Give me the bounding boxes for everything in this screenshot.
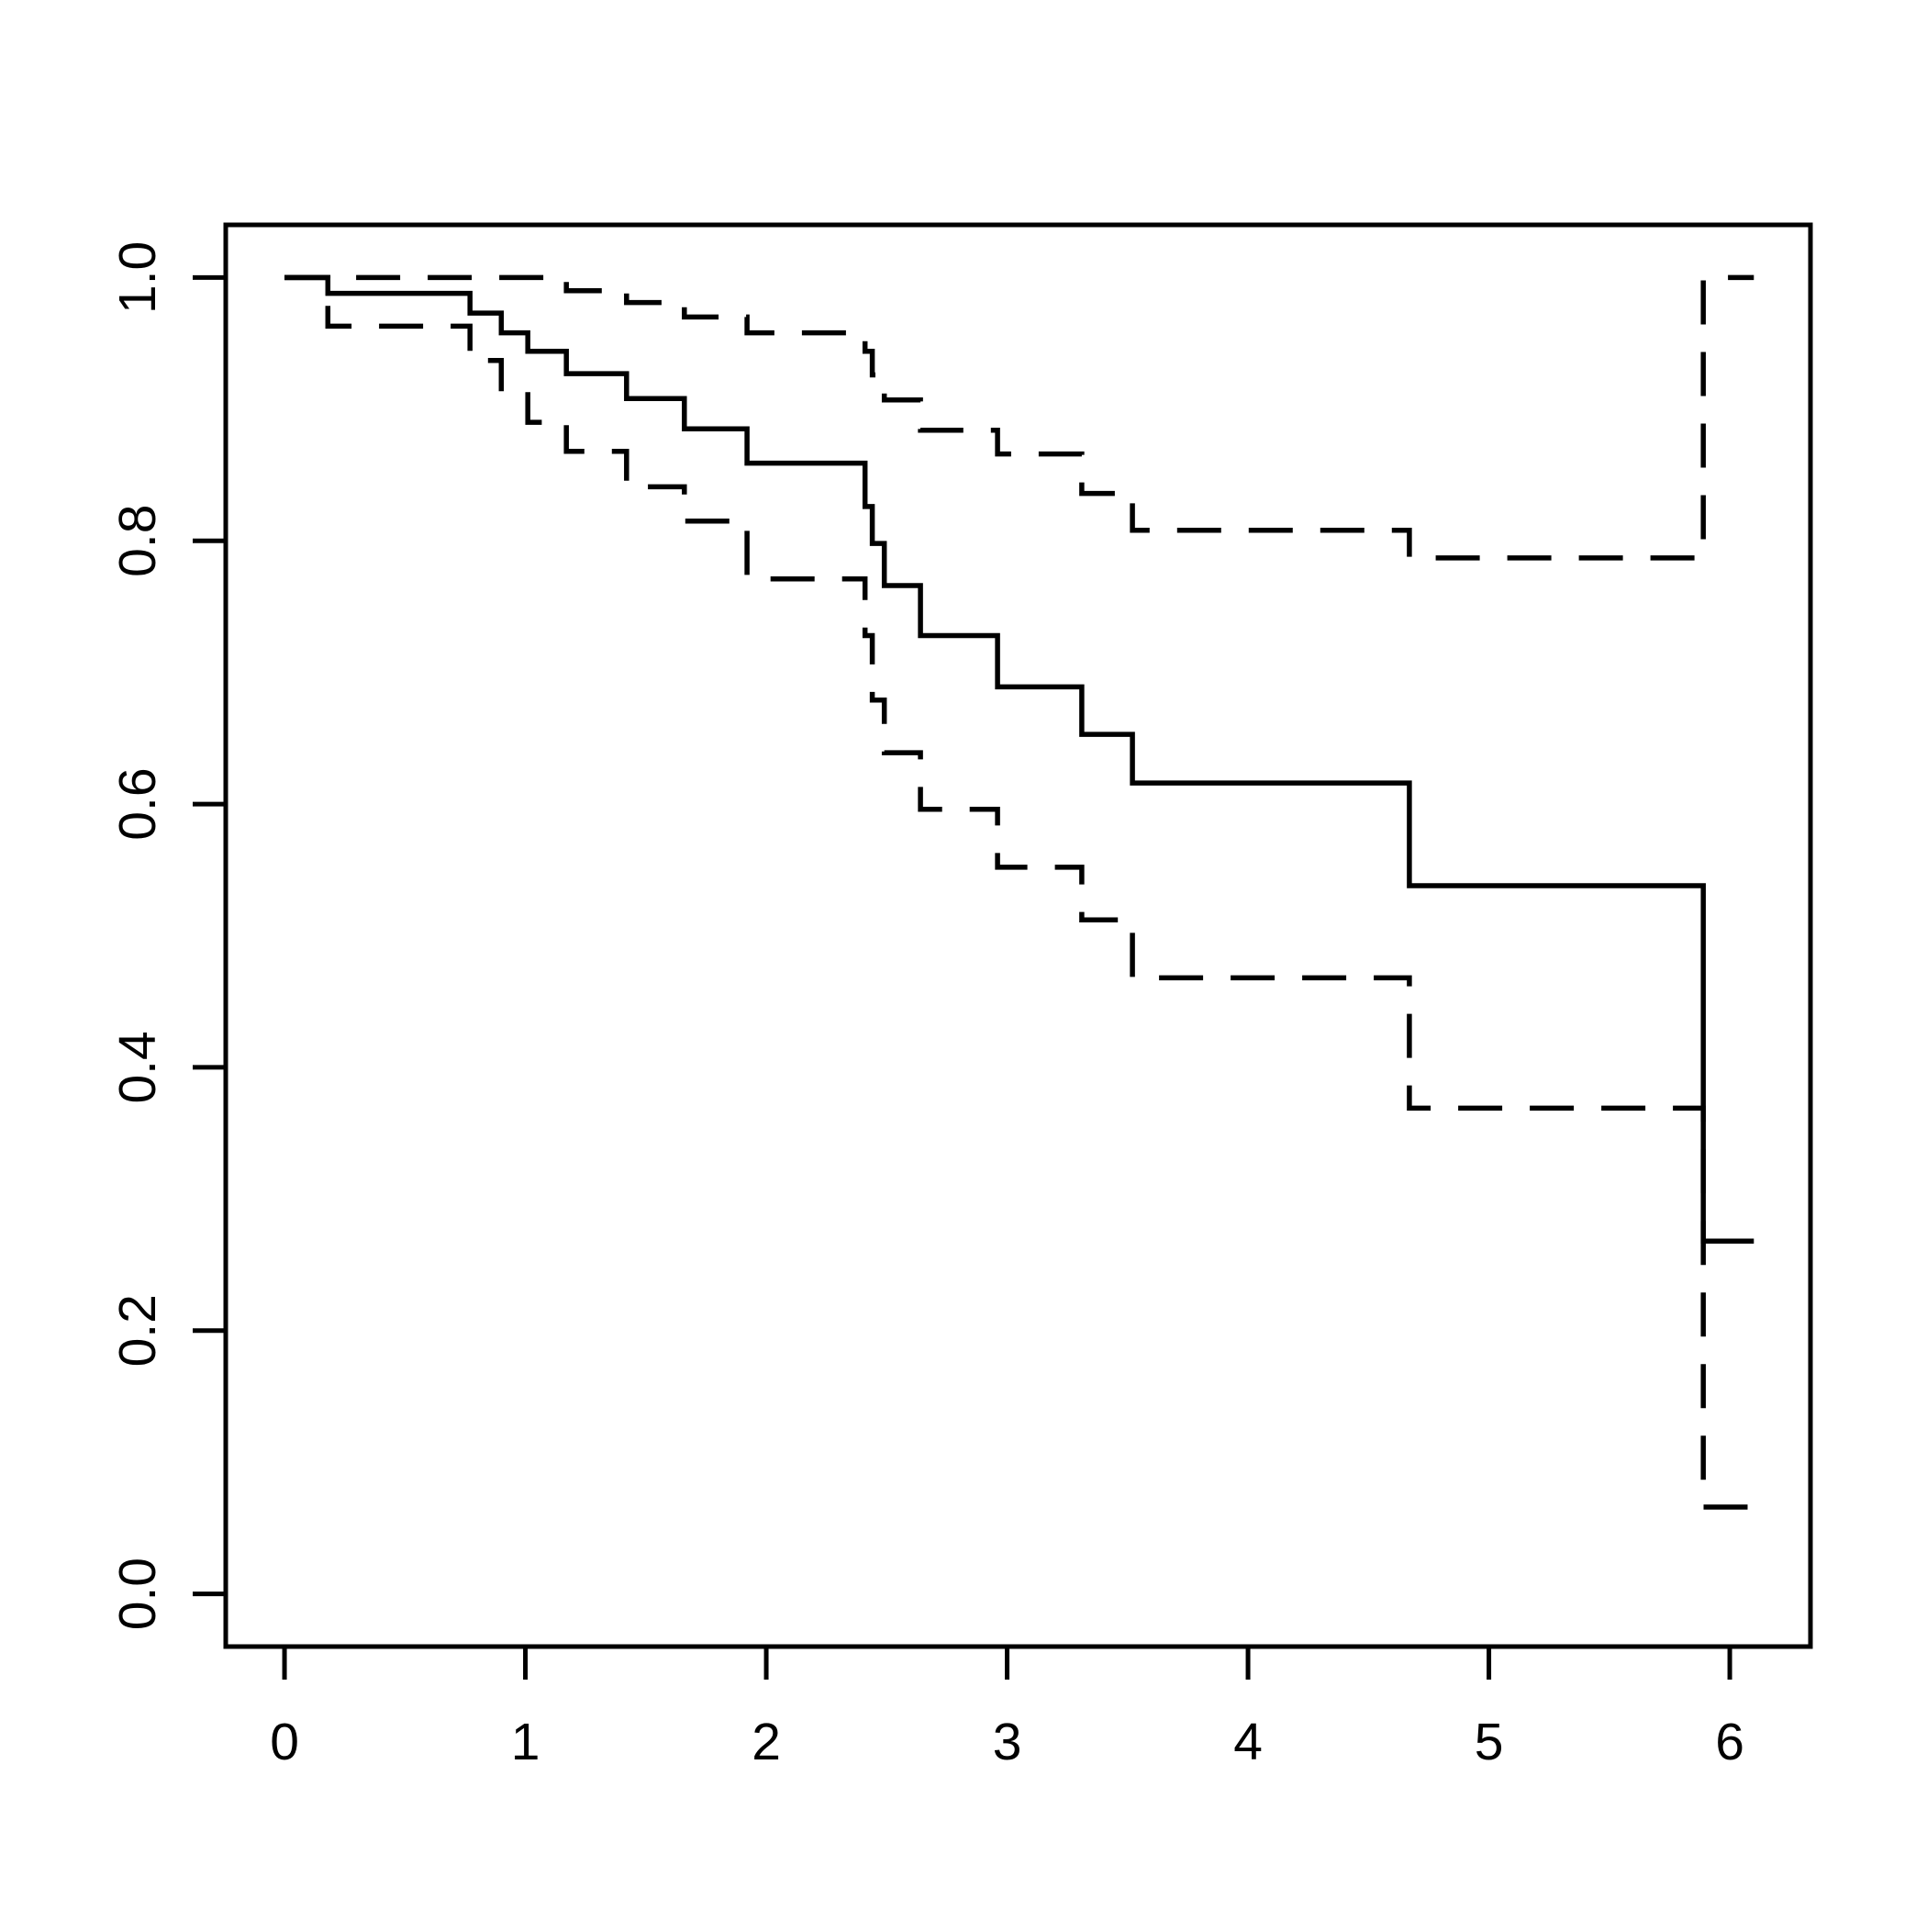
y-tick-label: 0.4: [108, 1031, 167, 1103]
survival-estimate-curve: [284, 274, 1754, 1244]
lower-confidence-band-curve: [284, 274, 1754, 1510]
y-tick-label: 0.6: [108, 767, 167, 840]
x-tick-label: 2: [752, 1713, 781, 1771]
x-tick-label: 0: [270, 1713, 299, 1771]
y-tick-label: 1.0: [108, 241, 167, 314]
x-tick-label: 3: [993, 1713, 1022, 1771]
x-tick-label: 1: [511, 1713, 540, 1771]
y-axis: 0.0 0.2 0.4 0.6 0.8 1.0: [108, 241, 226, 1630]
x-tick-label: 4: [1233, 1713, 1263, 1771]
x-tick-label: 5: [1475, 1713, 1504, 1771]
upper-confidence-band-curve: [284, 274, 1754, 561]
y-tick-label: 0.8: [108, 505, 167, 577]
plot-box: [223, 222, 1813, 1649]
x-axis: 0 1 2 3 4 5 6: [270, 1647, 1744, 1771]
y-tick-label: 0.0: [108, 1558, 167, 1630]
y-tick-label: 0.2: [108, 1294, 167, 1367]
x-tick-label: 6: [1715, 1713, 1744, 1771]
